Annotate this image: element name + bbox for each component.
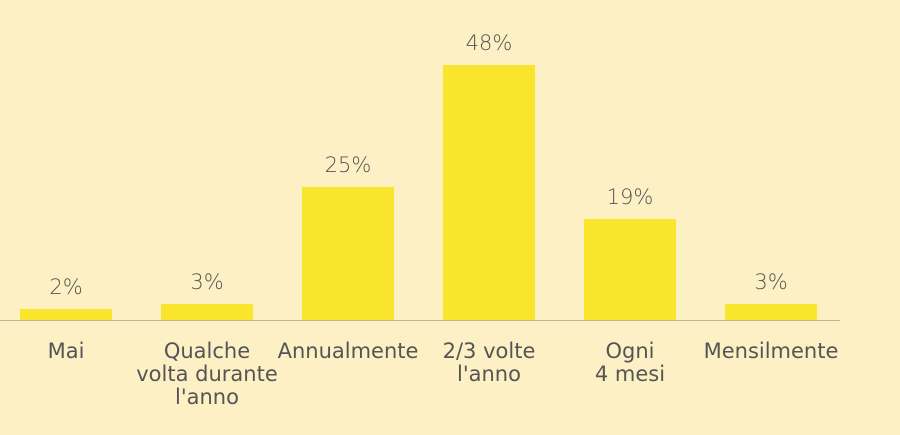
category-label: 2/3 volte l'anno <box>442 339 536 386</box>
bar <box>725 304 817 320</box>
baseline <box>0 320 840 321</box>
category-label: Ogni 4 mesi <box>594 339 666 386</box>
bar <box>584 219 676 320</box>
category-label: Mai <box>47 339 85 363</box>
value-label: 3% <box>754 270 788 295</box>
category-label: Mensilmente <box>703 339 839 363</box>
bar <box>443 65 535 320</box>
value-label: 48% <box>465 31 513 55</box>
bar <box>302 187 394 320</box>
value-label: 19% <box>606 185 654 210</box>
category-label: Annualmente <box>277 339 419 363</box>
category-label: Qualche volta durante l'anno <box>136 339 278 409</box>
bar <box>161 304 253 320</box>
value-label: 3% <box>190 270 224 295</box>
value-label: 2% <box>49 275 83 300</box>
value-label: 25% <box>324 153 372 178</box>
bar <box>20 309 112 320</box>
